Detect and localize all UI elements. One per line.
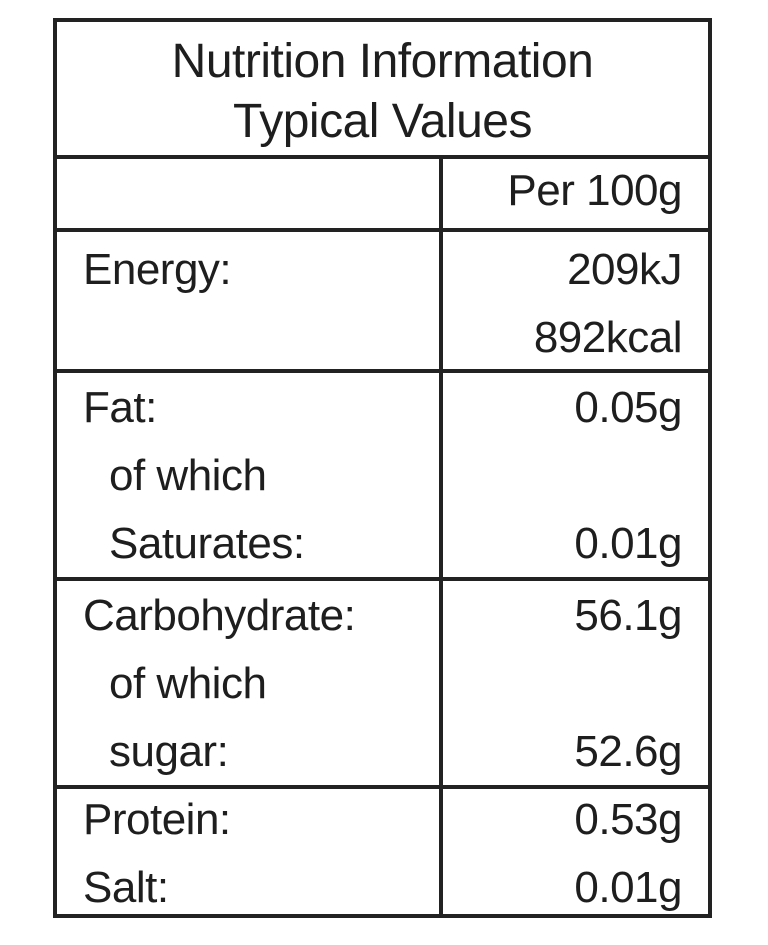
protein-salt-value-cell: 0.53g 0.01g [442, 786, 682, 922]
sugar-value: 52.6g [574, 727, 682, 776]
salt-label: Salt: [83, 863, 169, 912]
table-header: Nutrition Information Typical Values [57, 22, 708, 159]
carbohydrate-label-cell: Carbohydrate: of which sugar: [83, 582, 433, 786]
carbohydrate-value-cell: 56.1g 52.6g [442, 582, 682, 786]
fat-label-cell: Fat: of which Saturates: [83, 374, 433, 578]
carbohydrate-value: 56.1g [574, 591, 682, 640]
nutrition-table: Nutrition Information Typical Values Per… [53, 18, 712, 918]
sugar-label: sugar: [109, 727, 229, 776]
fat-value: 0.05g [574, 383, 682, 432]
per-100g-label: Per 100g [507, 166, 682, 215]
saturates-value: 0.01g [574, 519, 682, 568]
fat-spacer [442, 442, 682, 510]
salt-value: 0.01g [574, 863, 682, 912]
carbohydrate-spacer [442, 650, 682, 718]
carbohydrate-of-which-label: of which [109, 659, 267, 708]
table-row-energy: Energy: 209kJ 892kcal [57, 232, 708, 373]
table-row-carbohydrate: Carbohydrate: of which sugar: 56.1g 52.6… [57, 581, 708, 789]
energy-kj-value: 209kJ [567, 245, 682, 294]
table-row-fat: Fat: of which Saturates: 0.05g 0.01g [57, 373, 708, 581]
energy-label-cell: Energy: [83, 236, 433, 304]
column-divider [439, 159, 443, 914]
energy-kcal-value: 892kcal [533, 313, 683, 362]
table-subtitle: Typical Values [233, 95, 532, 148]
carbohydrate-label: Carbohydrate: [83, 591, 356, 640]
protein-value: 0.53g [574, 795, 682, 844]
energy-label: Energy: [83, 245, 232, 294]
fat-value-cell: 0.05g 0.01g [442, 374, 682, 578]
fat-of-which-label: of which [109, 451, 267, 500]
protein-label: Protein: [83, 795, 231, 844]
energy-value-cell: 209kJ 892kcal [442, 236, 683, 372]
protein-salt-label-cell: Protein: Salt: [83, 786, 433, 922]
table-row-protein-salt: Protein: Salt: 0.53g 0.01g [57, 789, 708, 914]
saturates-label: Saturates: [109, 519, 305, 568]
column-header-row: Per 100g [57, 159, 708, 232]
column-header-cell: Per 100g [442, 157, 682, 225]
fat-label: Fat: [83, 383, 157, 432]
table-title: Nutrition Information [171, 35, 594, 88]
